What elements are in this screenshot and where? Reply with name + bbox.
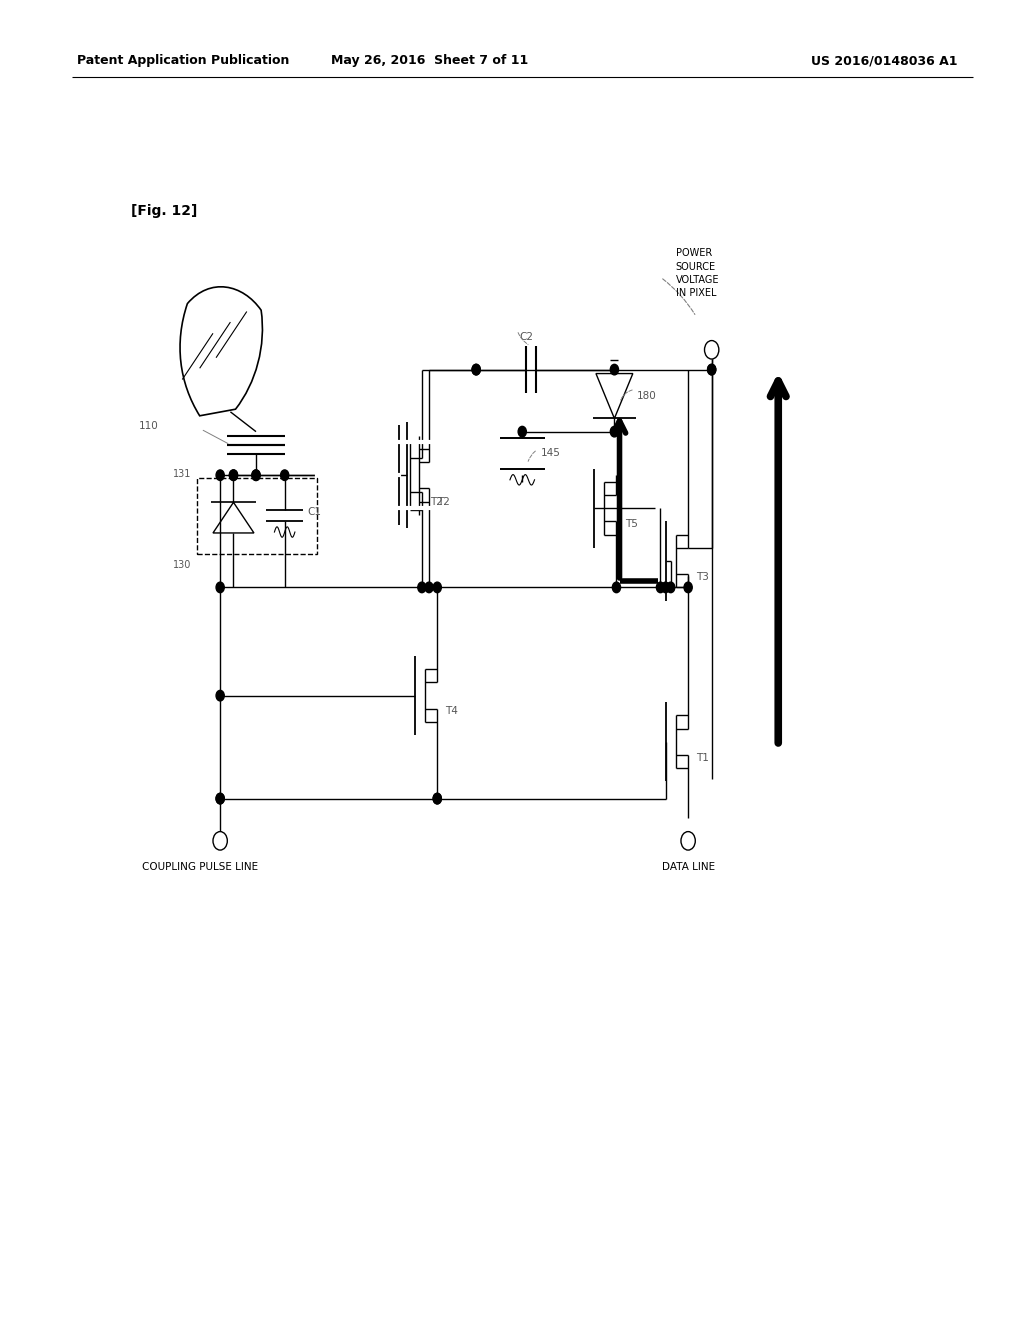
Circle shape: [433, 793, 441, 804]
Text: US 2016/0148036 A1: US 2016/0148036 A1: [811, 54, 957, 67]
Circle shape: [610, 364, 618, 375]
Text: DATA LINE: DATA LINE: [662, 862, 715, 873]
Circle shape: [216, 470, 224, 480]
Text: Patent Application Publication: Patent Application Publication: [77, 54, 289, 67]
Text: 110: 110: [139, 421, 159, 432]
Text: May 26, 2016  Sheet 7 of 11: May 26, 2016 Sheet 7 of 11: [332, 54, 528, 67]
Text: VOLTAGE: VOLTAGE: [676, 275, 719, 285]
Circle shape: [418, 582, 426, 593]
Circle shape: [518, 426, 526, 437]
Text: [Fig. 12]: [Fig. 12]: [131, 205, 198, 218]
Circle shape: [662, 582, 670, 593]
Circle shape: [667, 582, 675, 593]
Text: 180: 180: [637, 391, 656, 401]
Circle shape: [472, 364, 480, 375]
Circle shape: [216, 690, 224, 701]
Text: POWER: POWER: [676, 248, 712, 259]
Bar: [197, 478, 317, 554]
Circle shape: [610, 426, 618, 437]
Circle shape: [252, 470, 260, 480]
Text: T2: T2: [437, 496, 451, 507]
Circle shape: [684, 582, 692, 593]
Text: IN PIXEL: IN PIXEL: [676, 288, 717, 298]
Text: SOURCE: SOURCE: [676, 261, 716, 272]
Text: 130: 130: [173, 560, 191, 570]
Circle shape: [708, 364, 716, 375]
Text: T2: T2: [430, 496, 443, 507]
Text: T4: T4: [445, 706, 459, 717]
Circle shape: [708, 364, 716, 375]
Circle shape: [229, 470, 238, 480]
Circle shape: [425, 582, 433, 593]
Text: 131: 131: [173, 469, 191, 479]
Text: C2: C2: [519, 331, 534, 342]
Circle shape: [681, 832, 695, 850]
Text: T5: T5: [625, 519, 638, 529]
Circle shape: [612, 582, 621, 593]
Circle shape: [216, 793, 224, 804]
Circle shape: [229, 470, 238, 480]
Text: C1: C1: [307, 507, 322, 517]
Circle shape: [656, 582, 665, 593]
Circle shape: [472, 364, 480, 375]
Text: T1: T1: [696, 752, 710, 763]
Text: 145: 145: [541, 449, 560, 458]
Circle shape: [252, 470, 260, 480]
Circle shape: [216, 793, 224, 804]
Circle shape: [216, 582, 224, 593]
Circle shape: [213, 832, 227, 850]
Text: COUPLING PULSE LINE: COUPLING PULSE LINE: [141, 862, 258, 873]
Circle shape: [281, 470, 289, 480]
Circle shape: [433, 793, 441, 804]
Text: T3: T3: [696, 572, 710, 582]
Circle shape: [433, 582, 441, 593]
Circle shape: [705, 341, 719, 359]
